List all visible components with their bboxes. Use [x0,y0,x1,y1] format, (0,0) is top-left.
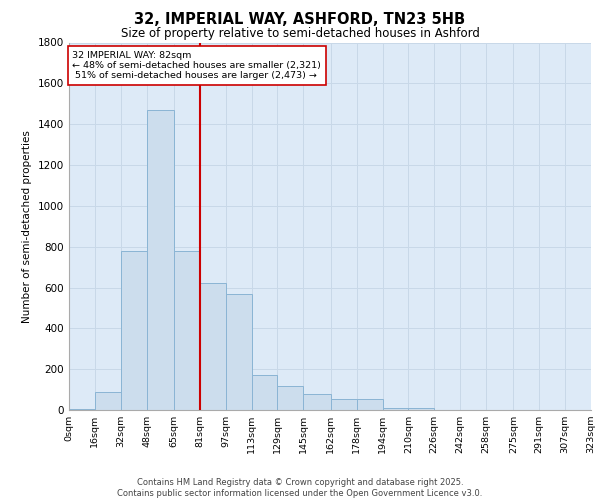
Text: 32 IMPERIAL WAY: 82sqm
← 48% of semi-detached houses are smaller (2,321)
 51% of: 32 IMPERIAL WAY: 82sqm ← 48% of semi-det… [72,50,321,80]
Bar [251,376,277,410]
Bar [200,284,226,410]
Text: Contains HM Land Registry data © Crown copyright and database right 2025.
Contai: Contains HM Land Registry data © Crown c… [118,478,482,498]
Bar [226,294,251,410]
Bar [146,110,174,410]
Bar [174,251,200,410]
Bar [69,409,95,410]
Text: Size of property relative to semi-detached houses in Ashford: Size of property relative to semi-detach… [121,28,479,40]
Bar [331,399,356,410]
Bar [95,392,121,410]
Bar [304,394,331,410]
Bar [277,386,304,410]
Bar [383,408,409,410]
Bar [356,399,383,410]
Y-axis label: Number of semi-detached properties: Number of semi-detached properties [22,130,32,322]
Bar [121,251,146,410]
Text: 32, IMPERIAL WAY, ASHFORD, TN23 5HB: 32, IMPERIAL WAY, ASHFORD, TN23 5HB [134,12,466,28]
Bar [409,408,434,410]
